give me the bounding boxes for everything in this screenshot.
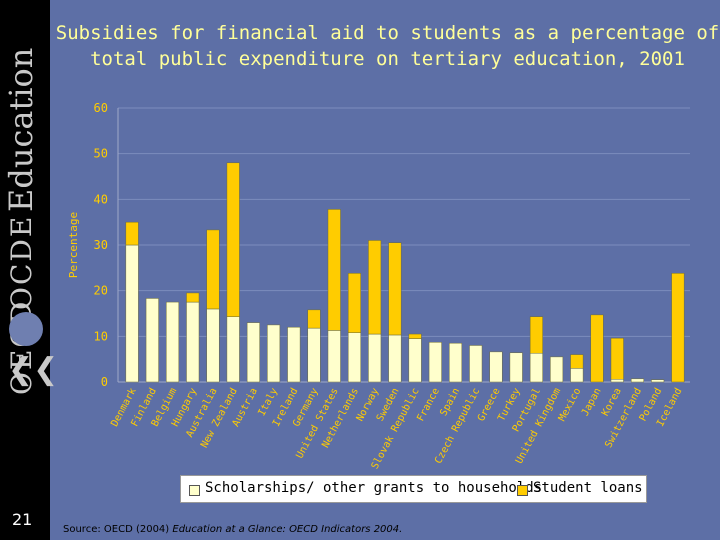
bar-scholarships	[226, 316, 240, 383]
bar-loans	[388, 242, 402, 336]
y-tick-label: 40	[94, 192, 108, 206]
bar-scholarships	[388, 334, 402, 383]
bar-loans	[368, 240, 382, 335]
bar-scholarships	[509, 352, 523, 383]
bar-loans	[307, 309, 321, 329]
sidebar-logo-strip: OECD ❮❮ OCDE Education 21	[0, 0, 58, 540]
bar-scholarships	[630, 378, 644, 383]
bar-scholarships	[570, 368, 584, 383]
legend-swatch-scholarships	[189, 485, 200, 496]
bar-loans	[590, 314, 604, 383]
bar-scholarships	[287, 326, 301, 383]
bar-scholarships	[347, 332, 361, 383]
y-axis-label: Percentage	[67, 212, 80, 278]
y-tick-label: 30	[94, 238, 108, 252]
legend-label-scholarships: Scholarships/ other grants to households	[205, 480, 543, 496]
bar-loans	[610, 337, 624, 380]
bar-scholarships	[489, 351, 503, 383]
bar-scholarships	[327, 330, 341, 383]
source-title: Education at a Glance: OECD Indicators 2…	[172, 524, 403, 535]
bar-scholarships	[449, 342, 463, 383]
bar-loans	[671, 273, 685, 383]
bar-loans	[327, 209, 341, 331]
bar-scholarships	[529, 352, 543, 383]
bar-scholarships	[206, 308, 220, 383]
y-tick-label: 20	[94, 284, 108, 298]
bar-loans	[529, 316, 543, 354]
source-note: Source: OECD (2004) Education at a Glanc…	[63, 524, 402, 535]
page-number: 21	[12, 510, 33, 529]
chart-legend: Scholarships/ other grants to households…	[180, 475, 647, 503]
bar-loans	[226, 162, 240, 317]
bar-loans	[408, 333, 422, 339]
bar-scholarships	[408, 338, 422, 383]
bar-scholarships	[267, 324, 281, 383]
bar-scholarships	[469, 345, 483, 383]
bar-loans	[347, 273, 361, 333]
bar-scholarships	[368, 333, 382, 383]
bar-loans	[125, 221, 139, 246]
chart-title: Subsidies for financial aid to students …	[55, 22, 720, 70]
oecd-globe-icon	[9, 312, 43, 346]
legend-swatch-loans	[517, 485, 528, 496]
bar-scholarships	[307, 327, 321, 383]
bar-scholarships	[246, 322, 260, 383]
y-tick-label: 60	[94, 101, 108, 115]
bar-scholarships	[186, 301, 200, 383]
bar-scholarships	[145, 298, 159, 383]
bar-scholarships	[550, 356, 564, 383]
bar-loans	[206, 229, 220, 310]
bar-scholarships	[428, 342, 442, 383]
source-prefix: Source: OECD (2004)	[63, 524, 173, 535]
y-tick-label: 50	[94, 147, 108, 161]
bar-loans	[570, 354, 584, 369]
y-tick-label: 0	[101, 375, 108, 389]
bar-scholarships	[125, 244, 139, 383]
bar-scholarships	[610, 379, 624, 383]
y-tick-label: 10	[94, 329, 108, 343]
bar-scholarships	[651, 379, 665, 383]
bar-scholarships	[166, 301, 180, 383]
legend-label-loans: Student loans	[533, 480, 643, 496]
bar-loans	[186, 292, 200, 303]
